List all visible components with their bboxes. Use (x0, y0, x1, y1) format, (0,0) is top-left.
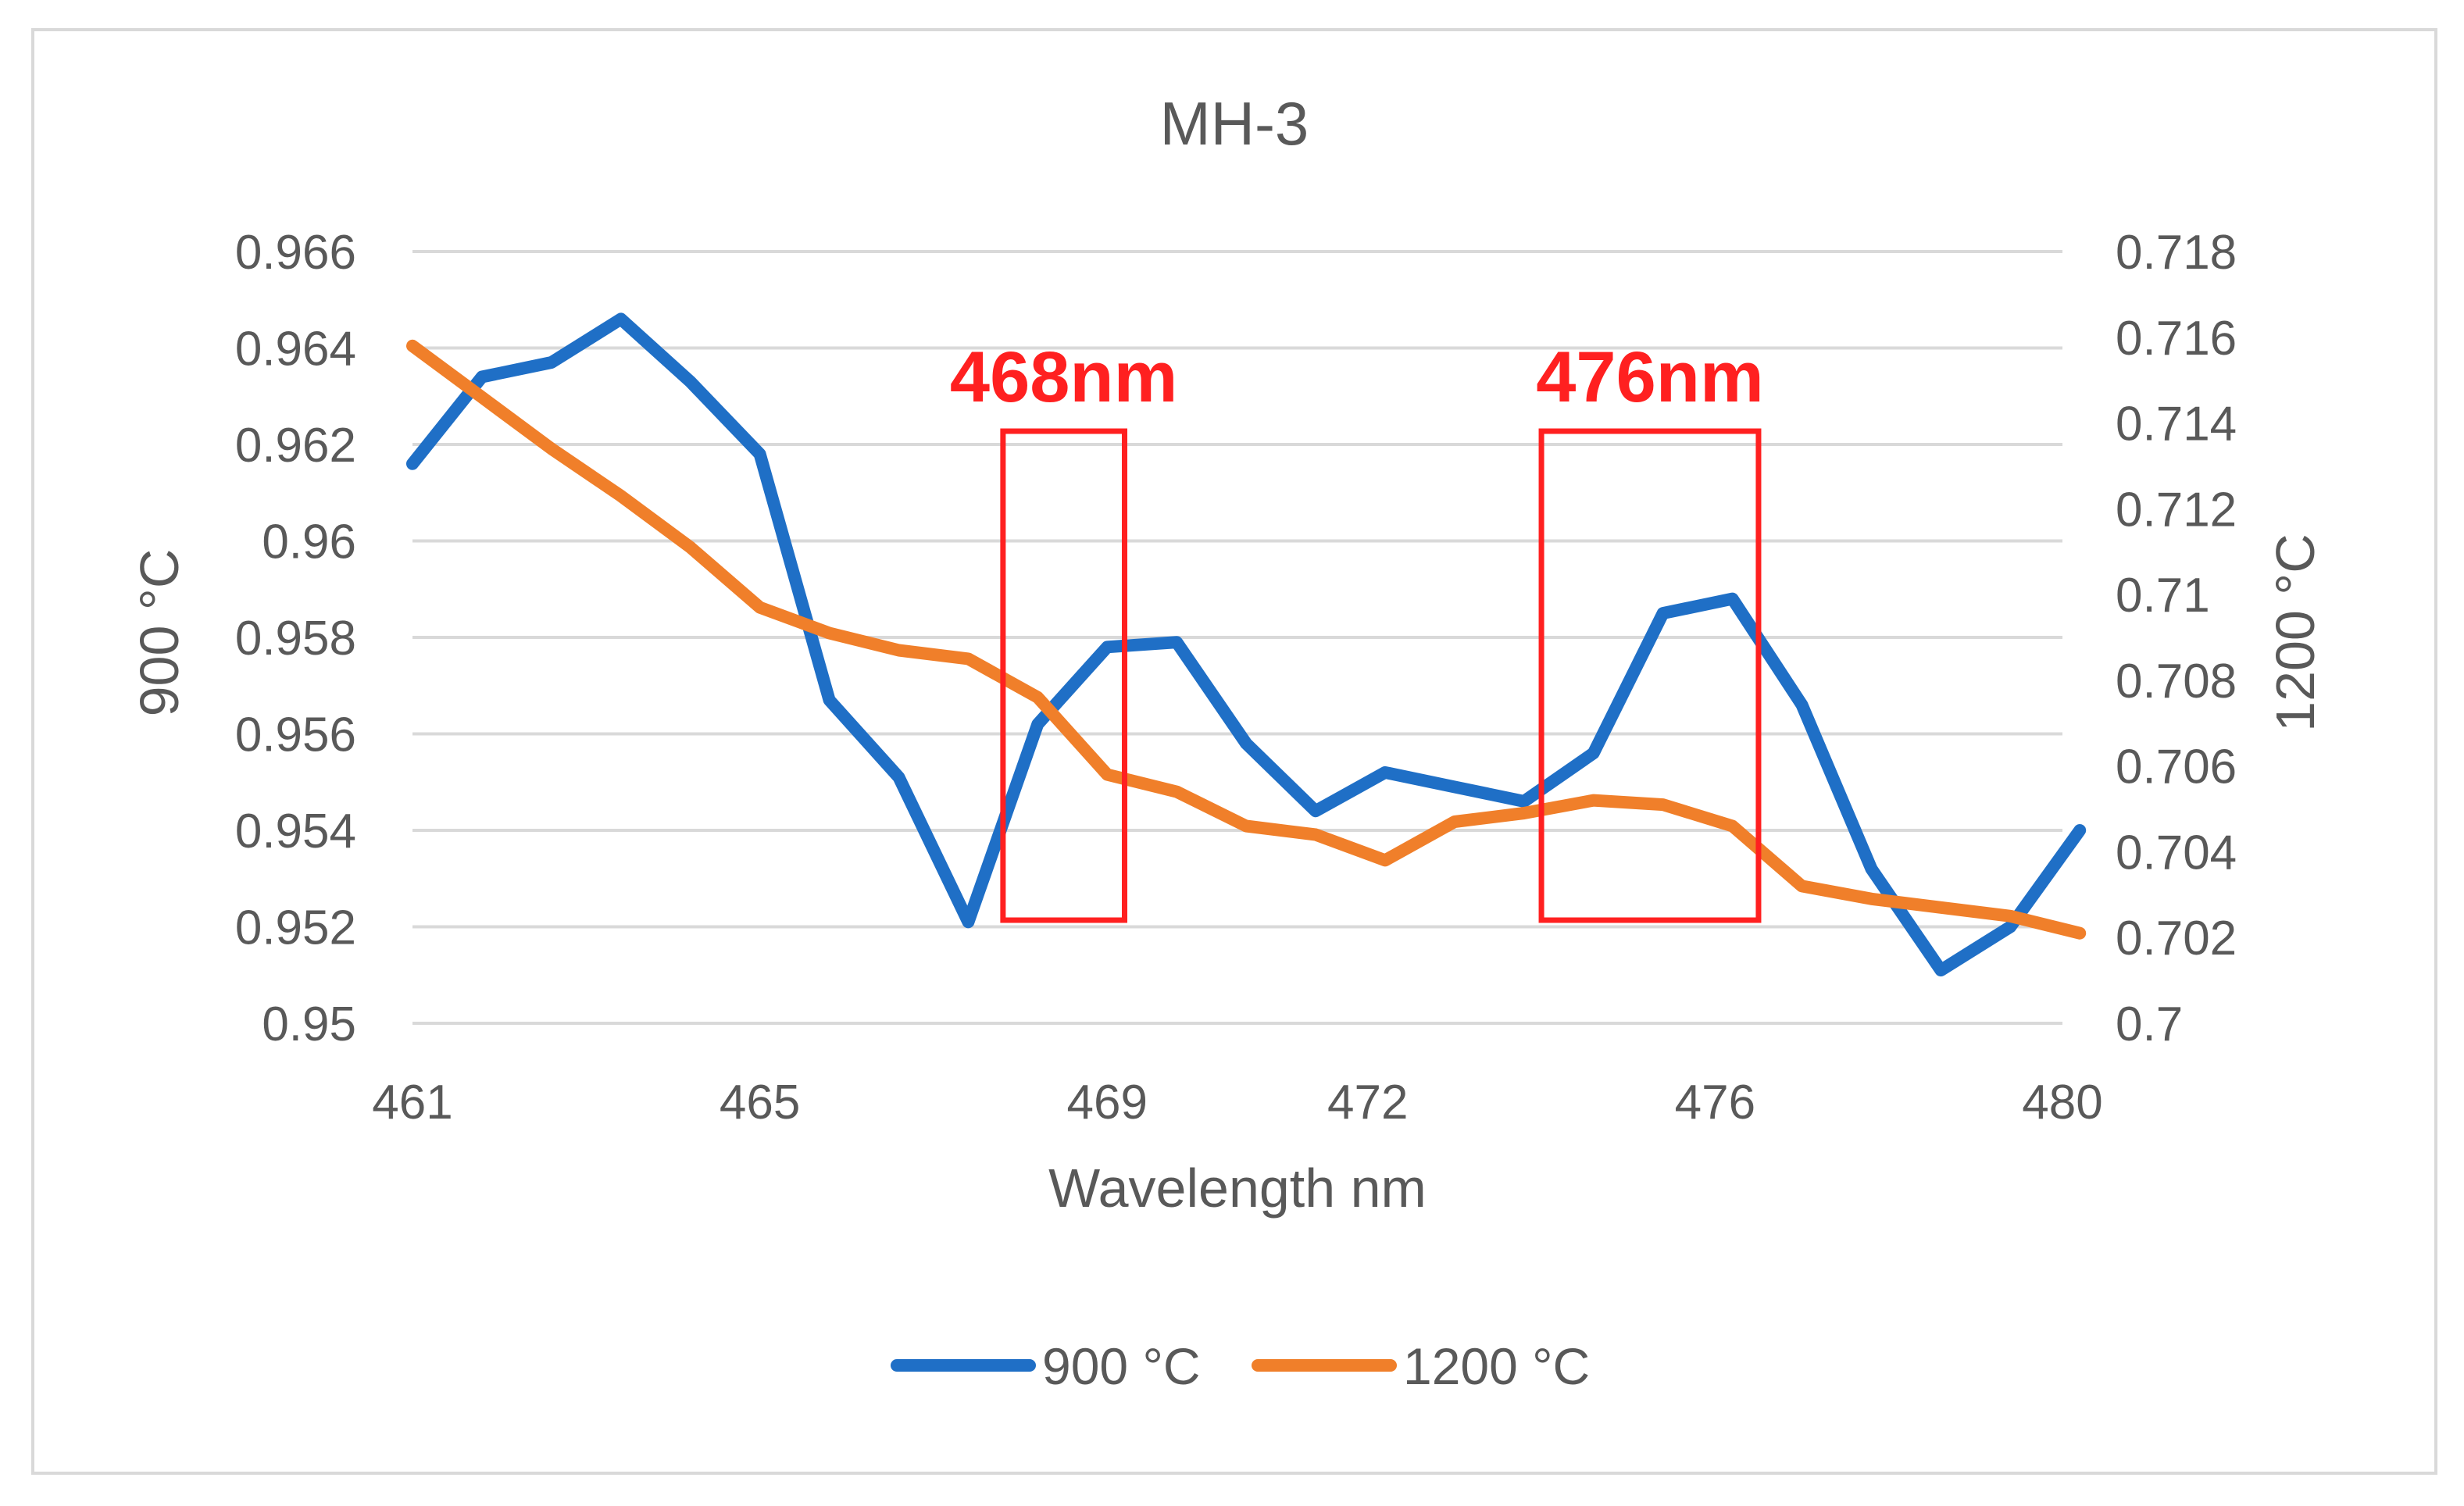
annotation-box-1 (1538, 428, 1762, 923)
y-left-tick-label: 0.956 (235, 708, 356, 762)
y-left-tick-label: 0.952 (235, 901, 356, 955)
y-right-tick-label: 0.7 (2116, 997, 2183, 1051)
annotations: 468nm 476nm (950, 337, 1764, 923)
legend-label-1200: 1200 °C (1403, 1337, 1590, 1395)
y-right-tick-label: 0.706 (2116, 741, 2237, 794)
y-right-tick-label: 0.712 (2116, 483, 2237, 537)
y-axis-right-title: 1200 °C (2265, 534, 2326, 732)
x-tick-label: 469 (1067, 1076, 1148, 1130)
y-axis-left-title: 900 °C (129, 549, 190, 717)
y-left-tick-label: 0.962 (235, 419, 356, 473)
x-tick-label: 465 (720, 1076, 800, 1130)
series-lines (406, 312, 2087, 977)
y-right-tick-label: 0.714 (2116, 398, 2237, 451)
y-right-tick-label: 0.716 (2116, 312, 2237, 366)
y-right-tick-label: 0.704 (2116, 826, 2237, 880)
annotation-label-0: 468nm (950, 337, 1178, 417)
gridlines (412, 250, 2062, 1025)
y-right-tick-label: 0.718 (2116, 226, 2237, 280)
x-axis-title: Wavelength nm (1048, 1158, 1427, 1219)
y-left-tick-label: 0.954 (235, 805, 356, 858)
x-tick-label: 472 (1327, 1076, 1408, 1130)
x-tick-label: 461 (372, 1076, 452, 1130)
y-left-tick-label: 0.958 (235, 612, 356, 666)
y-right-tick-label: 0.702 (2116, 912, 2237, 965)
y-right-tick-label: 0.708 (2116, 655, 2237, 708)
y-left-tick-label: 0.95 (262, 997, 356, 1051)
tick-labels: 0.95 0.952 0.954 0.956 0.958 0.96 0.962 0.964 0.… (235, 226, 2237, 1130)
x-tick-label: 480 (2022, 1076, 2102, 1130)
legend-label-900: 900 °C (1042, 1337, 1201, 1395)
y-right-tick-label: 0.71 (2116, 569, 2210, 623)
y-left-tick-label: 0.966 (235, 226, 356, 280)
legend: 900 °C 1200 °C (891, 1337, 1590, 1395)
annotation-label-1: 476nm (1536, 337, 1764, 417)
chart-title: MH-3 (1160, 89, 1309, 158)
x-tick-label: 476 (1675, 1076, 1755, 1130)
annotation-box-0 (1000, 428, 1127, 923)
series-line-0 (406, 312, 2087, 977)
series-line-1 (406, 339, 2087, 940)
y-left-tick-label: 0.964 (235, 323, 356, 376)
chart-frame (31, 28, 2437, 1475)
y-left-tick-label: 0.96 (262, 516, 356, 569)
